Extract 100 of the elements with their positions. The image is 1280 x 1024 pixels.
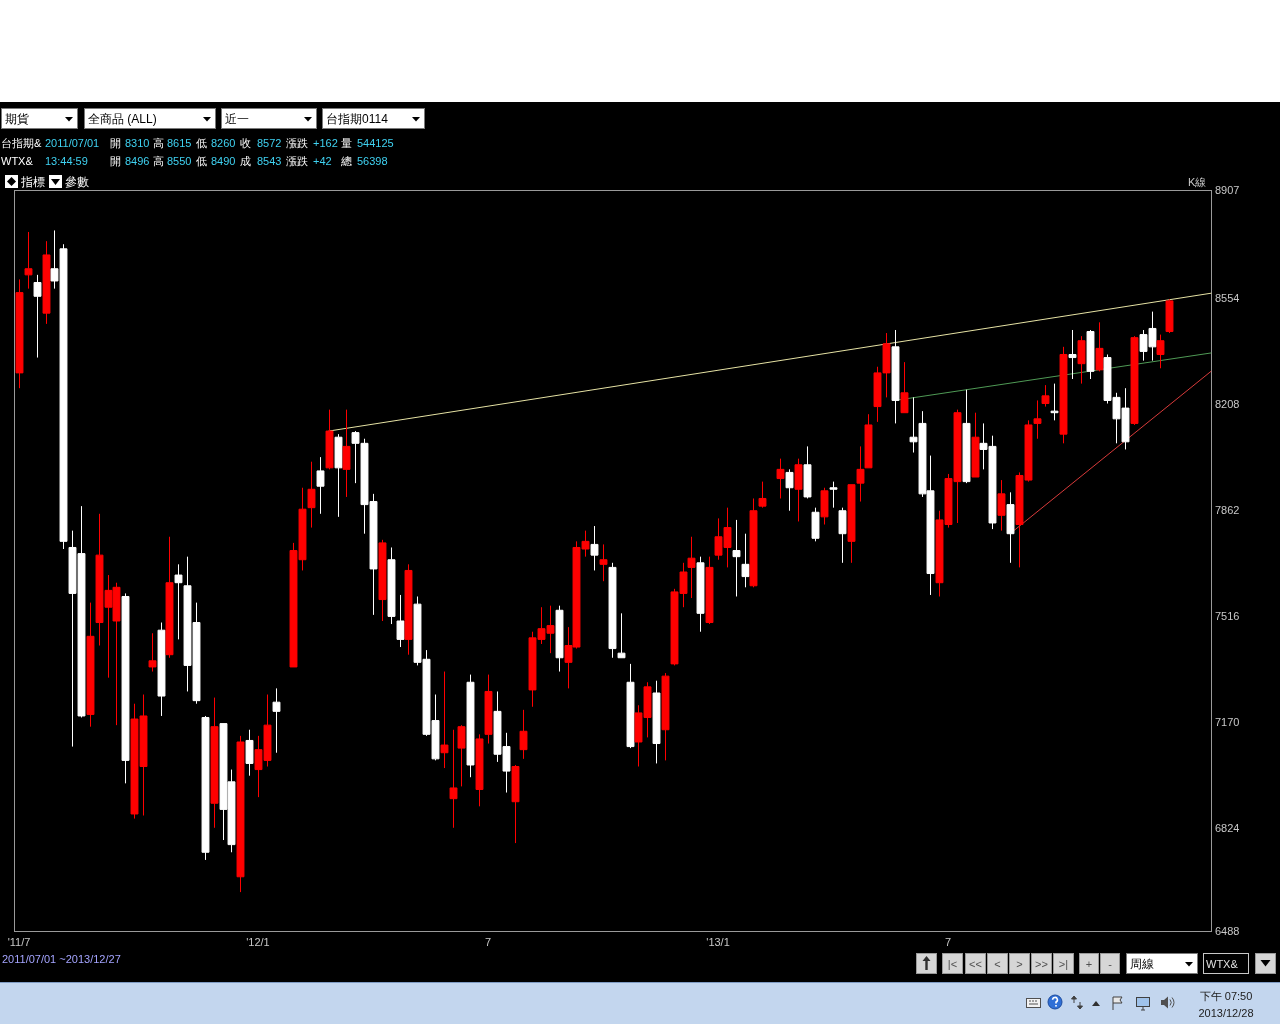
candlestick: [1006, 491, 1015, 564]
text: -: [1108, 958, 1113, 970]
candlestick: [1165, 298, 1174, 334]
candlestick: [42, 240, 51, 325]
candlestick: [201, 715, 210, 861]
candlestick: [404, 563, 413, 656]
candlestick: [829, 481, 838, 509]
candlestick: [661, 672, 670, 761]
candlestick: [475, 733, 484, 807]
candlestick: [236, 735, 245, 893]
text: 周線: [1130, 957, 1154, 971]
text: |<: [947, 958, 958, 970]
candlestick: [342, 409, 351, 498]
candlestick: [511, 764, 520, 844]
text: <<: [969, 958, 982, 970]
y-tick-label: 7516: [1215, 610, 1240, 623]
candlestick: [272, 687, 281, 754]
candlestick: [1059, 346, 1068, 444]
candlestick: [316, 456, 325, 515]
candlestick: [519, 709, 528, 760]
candlestick: [15, 278, 24, 389]
candlestick: [741, 533, 750, 588]
candlestick: [1156, 334, 1165, 369]
candlestick: [555, 605, 564, 673]
candlestick: [245, 729, 254, 777]
candlestick: [334, 433, 343, 518]
text: 期貨: [5, 112, 29, 126]
candlestick: [847, 484, 856, 564]
candlestick: [1033, 399, 1042, 440]
candlestick: [599, 543, 608, 582]
x-tick-label: 7: [945, 936, 952, 948]
x-tick-label: '12/1: [246, 936, 270, 948]
candlestick: [387, 546, 396, 625]
y-tick-label: 7862: [1215, 504, 1240, 517]
candlestick: [157, 622, 166, 717]
candlestick: [705, 556, 714, 625]
text: >|: [1058, 958, 1069, 970]
candlestick: [148, 632, 157, 673]
candlestick: [1077, 335, 1086, 385]
candlestick: [174, 563, 183, 640]
candlestick: [971, 412, 980, 478]
text: 台指期0114: [326, 112, 389, 126]
y-tick-label: 6488: [1215, 925, 1240, 937]
candlestick: [590, 525, 599, 571]
candlestick: [696, 556, 705, 633]
candlestick: [121, 592, 130, 784]
candlestick: [785, 468, 794, 512]
text: >>: [1035, 958, 1048, 970]
candlestick: [617, 612, 626, 659]
candlestick: [325, 409, 334, 470]
text: 參數: [65, 175, 89, 189]
text: WTX&: [1206, 958, 1239, 970]
candlestick: [449, 729, 458, 829]
candlestick: [732, 519, 741, 597]
text: 指標: [20, 175, 45, 189]
x-tick-label: 7: [484, 936, 492, 948]
y-tick-label: 8208: [1215, 398, 1240, 411]
candlestick: [457, 724, 466, 787]
candlestick: [891, 329, 900, 424]
text: >: [1016, 958, 1023, 970]
candlestick: [440, 671, 449, 769]
candlestick: [997, 479, 1006, 532]
text: K線: [1188, 176, 1207, 188]
text: 2011/07/01 ~2013/12/27: [2, 953, 121, 965]
candlestick: [608, 562, 617, 659]
y-tick-label: 7170: [1215, 716, 1240, 729]
candlestick: [1068, 329, 1077, 380]
candlestick: [378, 539, 387, 622]
y-tick-label: 8907: [1215, 184, 1240, 196]
candlestick: [1041, 384, 1050, 408]
text: 全商品 (ALL): [88, 112, 157, 126]
candlestick: [758, 481, 767, 509]
x-tick-label: '11/7: [7, 936, 31, 948]
candlestick: [1095, 321, 1104, 372]
x-tick-label: '13/1: [706, 936, 730, 948]
candlestick: [165, 536, 174, 659]
candlestick: [687, 536, 696, 599]
candlestick: [33, 274, 42, 359]
text: 台指期& 2011/07/01 開 8310 高 8615 低 8260 收 8572 漲跌 +162 量 544125: [1, 137, 394, 149]
text: 2013/12/28: [1198, 1007, 1254, 1019]
candlestick: [626, 663, 635, 749]
candlestick: [307, 461, 316, 529]
y-tick-label: 8554: [1215, 292, 1240, 305]
candlestick: [776, 458, 785, 499]
candlestick: [900, 361, 909, 414]
text: +: [1085, 958, 1093, 970]
candlestick: [86, 602, 95, 728]
candlestick: [803, 445, 812, 499]
text: 近一: [225, 112, 249, 126]
candlestick: [210, 697, 219, 829]
candlestick: [838, 507, 847, 564]
text: 下午 07:50: [1199, 990, 1253, 1002]
text: WTX& 13:44:59 開 8496 高 8550 低 8490 成 8543 漲跌 +42 總 56398: [1, 155, 388, 167]
text: <: [994, 958, 1001, 970]
candlestick: [1130, 335, 1139, 426]
candlestick: [820, 487, 829, 526]
candlestick: [749, 497, 758, 588]
candlestick: [962, 389, 971, 484]
candlestick: [396, 594, 405, 648]
candlestick: [1086, 329, 1095, 380]
